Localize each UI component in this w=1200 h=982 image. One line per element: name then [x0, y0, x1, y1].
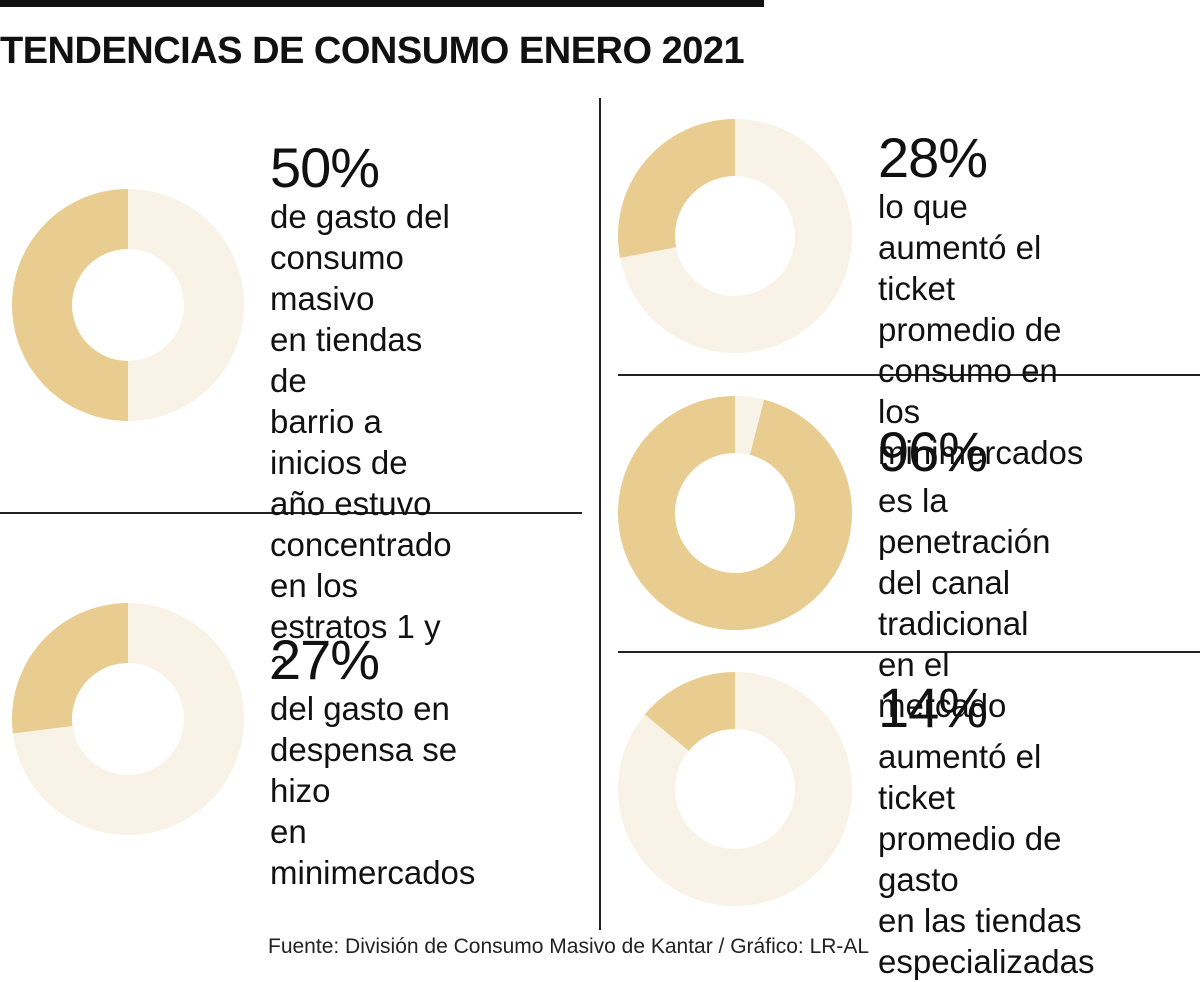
- stat-value: 96%: [878, 420, 988, 483]
- stat-value: 14%: [878, 676, 988, 739]
- stat-value: 50%: [270, 136, 380, 199]
- chart-title: TENDENCIAS DE CONSUMO ENERO 2021: [0, 30, 745, 72]
- donut-slice-remainder: [618, 672, 853, 907]
- donut-chart: [618, 396, 853, 631]
- divider-left: [0, 512, 582, 514]
- source-credit: Fuente: División de Consumo Masivo de Ka…: [268, 935, 870, 958]
- divider-right-2: [618, 651, 1200, 653]
- donut-slice-value: [12, 189, 128, 421]
- divider-right-1: [618, 374, 1200, 376]
- donut-chart: [617, 119, 852, 354]
- stat-value: 27%: [270, 628, 380, 691]
- donut-slice-value: [618, 396, 853, 631]
- donut-slice-remainder: [12, 603, 245, 836]
- stat-value: 28%: [878, 126, 988, 189]
- donut-slice-remainder: [735, 396, 765, 455]
- donut-slice-value: [12, 603, 129, 734]
- stat-description: lo que aumentó el ticket promedio de con…: [878, 188, 1084, 471]
- stat-description: aumentó el ticket promedio de gasto en l…: [878, 738, 1095, 980]
- stat-description: es la penetración del canal tradicional …: [878, 482, 1051, 724]
- stat-description: de gasto del consumo masivo en tiendas d…: [270, 198, 452, 686]
- donut-slice-value: [617, 119, 735, 258]
- vertical-divider: [599, 98, 601, 930]
- top-rule: [0, 0, 764, 7]
- donut-slice-remainder: [128, 189, 244, 421]
- stat-description: del gasto en despensa se hizo en minimer…: [270, 690, 476, 891]
- donut-slice-remainder: [620, 119, 852, 354]
- donut-slice-value: [644, 672, 735, 751]
- donut-chart: [12, 603, 245, 836]
- donut-chart: [12, 189, 244, 421]
- donut-chart: [618, 672, 853, 907]
